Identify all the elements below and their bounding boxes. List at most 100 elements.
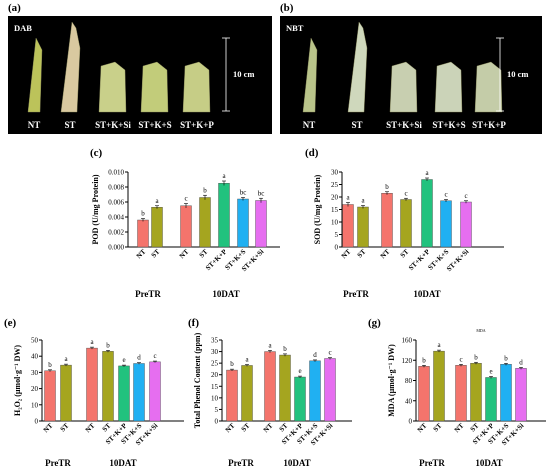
y-tick-label: 25 bbox=[211, 360, 219, 368]
leaf-label: ST+K+S bbox=[432, 120, 465, 130]
significance-letter: c bbox=[404, 189, 407, 197]
panel-c-label: (c) bbox=[90, 147, 103, 159]
bar-ST+K+Si bbox=[149, 361, 161, 422]
group-label-PreTR: PreTR bbox=[228, 458, 254, 468]
leaf-0 bbox=[302, 37, 318, 113]
bar-ST+K+Si bbox=[255, 200, 267, 248]
significance-letter: a bbox=[155, 197, 159, 205]
category-label: ST bbox=[59, 422, 71, 434]
significance-letter: bc bbox=[258, 189, 265, 197]
bar-ST+K+P bbox=[485, 377, 497, 422]
leaf-2 bbox=[389, 61, 418, 113]
y-tick-label: 80 bbox=[405, 377, 413, 385]
significance-letter: b bbox=[474, 353, 478, 361]
y-tick-label: 20 bbox=[331, 194, 339, 202]
leaf-label: ST+K+S bbox=[138, 120, 171, 130]
photo-dab-stain: DAB bbox=[14, 23, 32, 33]
bar-NT bbox=[418, 366, 430, 422]
photo-nbt-stain: NBT bbox=[286, 23, 304, 33]
panel-a-label: (a) bbox=[8, 2, 21, 14]
category-label: ST bbox=[150, 248, 162, 260]
significance-letter: a bbox=[425, 169, 429, 177]
bar-NT bbox=[455, 365, 467, 422]
bar-ST+K+S bbox=[500, 364, 512, 422]
y-tick-label: 15 bbox=[331, 206, 339, 214]
significance-letter: b bbox=[48, 361, 52, 369]
leaf-label: NT bbox=[303, 120, 316, 130]
leaf-label: ST+K+P bbox=[180, 120, 214, 130]
significance-letter: e bbox=[122, 356, 125, 364]
significance-letter: c bbox=[328, 349, 331, 357]
leaf-3 bbox=[434, 61, 463, 113]
significance-letter: b bbox=[422, 356, 426, 364]
y-tick-label: 0.010 bbox=[108, 169, 124, 177]
leaf-1 bbox=[60, 21, 81, 113]
y-tick-label: 0 bbox=[215, 418, 219, 426]
bar-ST+K+P bbox=[294, 376, 306, 422]
group-label-PreTR: PreTR bbox=[135, 289, 161, 299]
bar-NT bbox=[180, 205, 192, 248]
y-tick-label: 0.008 bbox=[108, 184, 124, 192]
panel-d-label: (d) bbox=[305, 147, 319, 159]
leaf-label: ST+K+Si bbox=[386, 120, 422, 130]
significance-letter: bc bbox=[240, 189, 247, 197]
charts: 0.000 0.002 0.004 0.006 0.008 0.010 POD (U/mg … bbox=[13, 169, 546, 468]
significance-letter: b bbox=[385, 183, 389, 191]
category-label: ST+K+Si bbox=[445, 248, 470, 273]
bar-ST+K+P bbox=[218, 183, 230, 248]
category-label: NT bbox=[262, 422, 275, 435]
bar-ST bbox=[60, 364, 72, 422]
y-axis-label: MDA (μmol·g⁻¹ DW) bbox=[387, 344, 396, 417]
y-tick-label: 0.002 bbox=[108, 229, 124, 237]
category-label: ST bbox=[101, 422, 113, 434]
category-label: NT bbox=[42, 422, 55, 435]
y-tick-label: 0 bbox=[35, 418, 39, 426]
panel-b-label: (b) bbox=[280, 2, 294, 14]
y-tick-label: 35 bbox=[211, 337, 219, 345]
bar-NT bbox=[44, 370, 56, 422]
y-tick-label: 120 bbox=[402, 357, 413, 365]
y-tick-label: 25 bbox=[331, 181, 339, 189]
significance-letter: a bbox=[361, 197, 365, 205]
bar-ST+K+P bbox=[118, 365, 130, 422]
y-tick-label: 30 bbox=[31, 369, 39, 377]
y-tick-label: 50 bbox=[31, 337, 39, 345]
y-tick-label: 5 bbox=[215, 406, 219, 414]
bar-ST bbox=[241, 365, 253, 422]
group-label-10DAT: 10DAT bbox=[212, 289, 239, 299]
bar-NT bbox=[381, 193, 393, 248]
chart-(e): 0 10 20 30 40 50 H₂O₂ (μmol·g⁻¹ DW) b NT a ST PreTR… bbox=[13, 337, 184, 468]
significance-letter: a bbox=[64, 355, 68, 363]
leaf-4 bbox=[182, 61, 211, 113]
category-label: NT bbox=[135, 248, 148, 261]
y-tick-label: 30 bbox=[211, 348, 219, 356]
bar-ST bbox=[102, 351, 114, 422]
significance-letter: a bbox=[437, 341, 441, 349]
bar-ST bbox=[470, 363, 482, 422]
category-label: ST bbox=[399, 248, 411, 260]
significance-letter: a bbox=[245, 356, 249, 364]
y-tick-label: 0.000 bbox=[108, 244, 124, 252]
chart-(f): 0 5 10 15 20 25 30 35 Total Phenol Content (ppm)… bbox=[193, 332, 352, 468]
photo-dab bbox=[8, 16, 272, 134]
group-label-10DAT: 10DAT bbox=[475, 458, 502, 468]
significance-letter: a bbox=[90, 338, 94, 346]
significance-letter: d bbox=[519, 358, 523, 366]
y-axis-label: POD (U/mg Protein) bbox=[91, 174, 100, 244]
y-tick-label: 40 bbox=[405, 397, 413, 405]
chart-title: MDA bbox=[476, 328, 485, 333]
bar-NT bbox=[86, 347, 98, 422]
significance-letter: c bbox=[459, 355, 462, 363]
scale-a-label: 10 cm bbox=[233, 69, 254, 79]
leaf-3 bbox=[140, 61, 169, 113]
group-label-10DAT: 10DAT bbox=[283, 458, 310, 468]
significance-letter: b bbox=[283, 345, 287, 353]
panel-e-label: (e) bbox=[4, 317, 17, 329]
y-tick-label: 20 bbox=[211, 371, 219, 379]
category-label: NT bbox=[379, 248, 392, 261]
bar-ST+K+S bbox=[237, 198, 249, 248]
category-label: ST bbox=[432, 422, 444, 434]
significance-letter: b bbox=[141, 210, 145, 218]
significance-letter: c bbox=[464, 192, 467, 200]
